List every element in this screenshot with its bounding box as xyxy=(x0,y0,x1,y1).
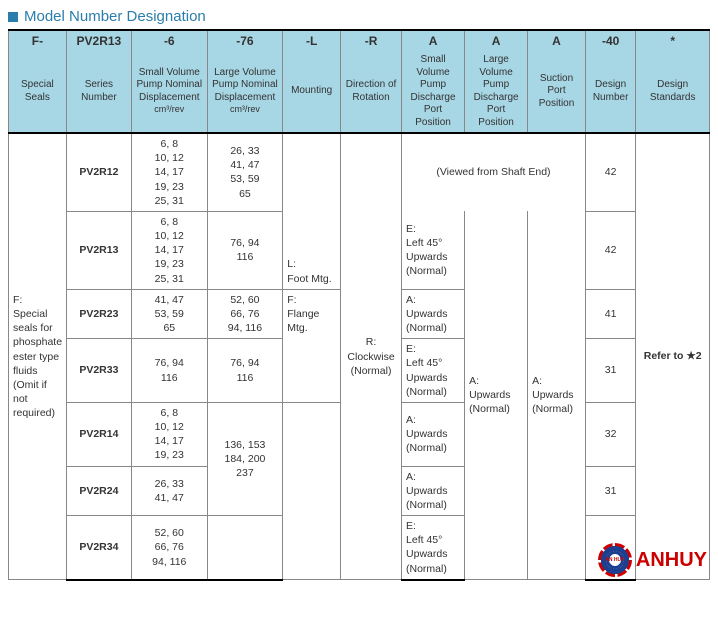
series-cell: PV2R33 xyxy=(66,339,131,403)
series-cell: PV2R24 xyxy=(66,466,131,516)
lvp-A-cell: A: Upwards (Normal) xyxy=(465,211,528,579)
gear-inner-text: AN HUY xyxy=(606,551,624,569)
suction-A-cell: A: Upwards (Normal) xyxy=(528,211,586,579)
design-cell: 31 xyxy=(585,466,635,516)
col-label-5: Direction of Rotation xyxy=(341,51,402,133)
design-cell: 42 xyxy=(585,211,635,289)
series-cell: PV2R34 xyxy=(66,516,131,580)
title-text: Model Number Designation xyxy=(24,8,206,25)
col-label-8: Suction Port Position xyxy=(528,51,586,133)
col-code-4: -L xyxy=(283,30,341,51)
design-standards-cell: Refer to ★2 AN HUY ANHUY xyxy=(636,133,710,580)
col-label-6: Small Volume Pump Discharge Port Positio… xyxy=(402,51,465,133)
series-cell: PV2R14 xyxy=(66,402,131,466)
small-disp-cell: 6, 8 10, 12 14, 17 19, 23 25, 31 xyxy=(131,211,207,289)
gear-icon: AN HUY xyxy=(598,543,632,577)
series-cell: PV2R13 xyxy=(66,211,131,289)
col-label-0: Special Seals xyxy=(9,51,67,133)
small-disp-cell: 6, 8 10, 12 14, 17 19, 23 xyxy=(131,402,207,466)
header-row-labels: Special Seals Series Number Small Volume… xyxy=(9,51,710,133)
unit-2: cm³/rev xyxy=(154,104,184,114)
small-disp-cell: 6, 8 10, 12 14, 17 19, 23 25, 31 xyxy=(131,133,207,211)
svp-A-cell-1: A: Upwards (Normal) xyxy=(402,289,465,339)
design-cell: 32 xyxy=(585,402,635,466)
small-disp-cell: 52, 60 66, 76 94, 116 xyxy=(131,516,207,580)
header-row-codes: F- PV2R13 -6 -76 -L -R A A A -40 * xyxy=(9,30,710,51)
large-disp-cell: 76, 94 116 xyxy=(207,211,283,289)
design-cell: 31 xyxy=(585,339,635,403)
col-code-7: A xyxy=(465,30,528,51)
large-disp-cell: 26, 33 41, 47 53, 59 65 xyxy=(207,133,283,211)
mounting-F-cell: F: Flange Mtg. xyxy=(283,289,341,402)
col-label-2-text: Small Volume Pump Nominal Displacement xyxy=(136,67,202,103)
small-disp-cell: 76, 94 116 xyxy=(131,339,207,403)
col-code-3: -76 xyxy=(207,30,283,51)
col-code-6: A xyxy=(402,30,465,51)
title-square-icon xyxy=(8,12,18,22)
small-disp-cell: 26, 33 41, 47 xyxy=(131,466,207,516)
table-row: F: Special seals for phosphate ester typ… xyxy=(9,133,710,211)
col-code-8: A xyxy=(528,30,586,51)
large-disp-cell-group: 136, 153 184, 200 237 xyxy=(207,402,283,515)
col-label-1: Series Number xyxy=(66,51,131,133)
special-seals-note: F: Special seals for phosphate ester typ… xyxy=(9,133,67,580)
col-label-10: Design Standards xyxy=(636,51,710,133)
large-disp-cell: 52, 60 66, 76 94, 116 xyxy=(207,289,283,339)
unit-3: cm³/rev xyxy=(230,104,260,114)
col-label-3: Large Volume Pump Nominal Displacement c… xyxy=(207,51,283,133)
series-cell: PV2R23 xyxy=(66,289,131,339)
col-code-9: -40 xyxy=(585,30,635,51)
col-label-2: Small Volume Pump Nominal Displacement c… xyxy=(131,51,207,133)
svp-E-cell-3: E: Left 45° Upwards (Normal) xyxy=(402,516,465,580)
mounting-empty xyxy=(283,402,341,579)
rotation-cell: R: Clockwise (Normal) xyxy=(341,133,402,580)
design-standards-text: Refer to ★2 xyxy=(644,350,702,362)
col-label-4: Mounting xyxy=(283,51,341,133)
series-cell: PV2R12 xyxy=(66,133,131,211)
design-cell: 41 xyxy=(585,289,635,339)
large-disp-cell: 76, 94 116 xyxy=(207,339,283,403)
col-label-7: Large Volume Pump Discharge Port Positio… xyxy=(465,51,528,133)
section-title: Model Number Designation xyxy=(8,8,710,25)
svp-A-cell-3: A: Upwards (Normal) xyxy=(402,466,465,516)
large-disp-cell xyxy=(207,516,283,580)
viewed-note: (Viewed from Shaft End) xyxy=(402,133,586,211)
col-label-9: Design Number xyxy=(585,51,635,133)
logo-text: ANHUY xyxy=(636,546,707,574)
small-disp-cell: 41, 47 53, 59 65 xyxy=(131,289,207,339)
col-code-0: F- xyxy=(9,30,67,51)
designation-table: F- PV2R13 -6 -76 -L -R A A A -40 * Speci… xyxy=(8,29,710,581)
svp-E-cell-1: E: Left 45° Upwards (Normal) xyxy=(402,211,465,289)
design-cell: 42 xyxy=(585,133,635,211)
col-label-3-text: Large Volume Pump Nominal Displacement xyxy=(212,67,278,103)
svp-E-cell-2: E: Left 45° Upwards (Normal) xyxy=(402,339,465,403)
col-code-1: PV2R13 xyxy=(66,30,131,51)
col-code-10: * xyxy=(636,30,710,51)
col-code-5: -R xyxy=(341,30,402,51)
col-code-2: -6 xyxy=(131,30,207,51)
mounting-L-cell: L: Foot Mtg. xyxy=(283,133,341,289)
brand-logo: AN HUY ANHUY xyxy=(598,543,707,577)
svp-A-cell-2: A: Upwards (Normal) xyxy=(402,402,465,466)
